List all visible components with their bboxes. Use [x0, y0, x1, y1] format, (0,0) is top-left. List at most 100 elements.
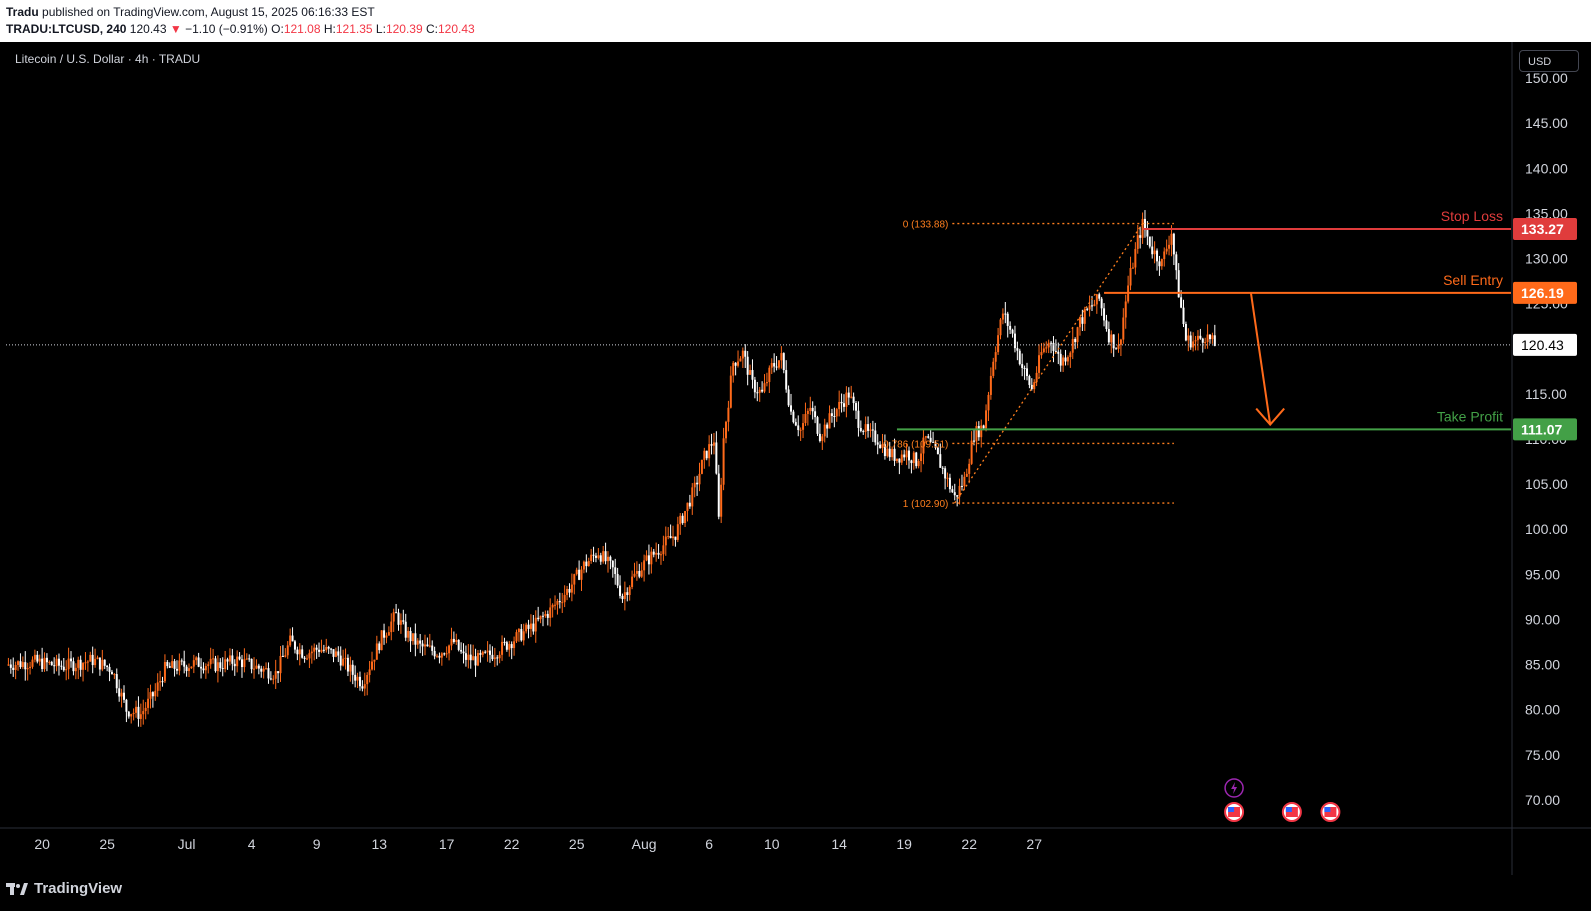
candle-body	[525, 624, 528, 632]
candle-body	[915, 452, 918, 467]
candle-body	[36, 654, 39, 662]
candle-body	[883, 444, 886, 457]
change-value: −1.10 (−0.91%)	[185, 22, 268, 36]
candle-body	[332, 649, 335, 657]
candle-body	[267, 668, 270, 679]
candle-body	[1042, 348, 1045, 353]
x-tick-label: 4	[248, 836, 256, 852]
candle-body	[77, 659, 80, 668]
candle-body	[951, 489, 954, 493]
candle-body	[785, 370, 788, 390]
publisher-name[interactable]: Tradu	[6, 5, 39, 19]
candle-body	[1088, 305, 1091, 310]
candle-body	[118, 688, 121, 697]
candle-body	[351, 664, 354, 675]
candle-body	[806, 410, 809, 414]
candle-body	[953, 492, 956, 496]
candle-body	[724, 421, 727, 439]
price-chart[interactable]: 70.00 75.00 80.00 85.00 90.00 95.00 100.00 105.…	[0, 42, 1591, 875]
candle-body	[395, 612, 398, 614]
candle-body	[62, 666, 65, 671]
close-value: 120.43	[437, 22, 475, 36]
candle-body	[1071, 338, 1074, 353]
candle-body	[802, 423, 805, 430]
candle-body	[520, 629, 523, 641]
candle-body	[1187, 335, 1190, 341]
candle-body	[862, 431, 865, 433]
candle-body	[1146, 230, 1149, 237]
candle-body	[539, 615, 542, 620]
candle-body	[24, 662, 27, 670]
candle-body	[1066, 357, 1069, 362]
candle-body	[1182, 307, 1185, 325]
candle-body	[905, 450, 908, 458]
candle-body	[992, 361, 995, 376]
candle-body	[361, 686, 364, 689]
candle-body	[371, 661, 374, 670]
candle-body	[980, 425, 983, 438]
candle-body	[973, 440, 976, 442]
candle-body	[337, 651, 340, 656]
candle-body	[460, 649, 463, 652]
candle-body	[315, 647, 318, 650]
candle-body	[139, 714, 142, 719]
candle-body	[469, 654, 472, 661]
candle-body	[599, 555, 602, 562]
level-price-label: 111.07	[1521, 421, 1562, 437]
tradingview-icon	[6, 882, 28, 895]
candle-body	[845, 392, 848, 407]
candle-body	[445, 653, 448, 655]
candle-body	[794, 422, 797, 426]
tradingview-logo[interactable]: TradingView	[6, 880, 122, 897]
candle-body	[756, 392, 759, 394]
candle-body	[932, 441, 935, 443]
low-value: 120.39	[385, 22, 423, 36]
candle-body	[373, 659, 376, 662]
candle-body	[963, 476, 966, 487]
candle-body	[84, 662, 87, 664]
candle-body	[291, 635, 294, 642]
candle-body	[1192, 341, 1195, 348]
candle-body	[330, 648, 333, 650]
candle-body	[924, 436, 927, 438]
flag-canton	[1324, 807, 1331, 812]
candle-body	[891, 448, 894, 458]
currency-button[interactable]: USD	[1519, 50, 1579, 72]
candle-body	[180, 660, 183, 662]
candle-body	[17, 661, 20, 665]
candle-body	[758, 389, 761, 393]
candle-body	[850, 396, 853, 398]
candle-body	[761, 389, 764, 392]
footer-bar: TradingView	[0, 875, 1591, 911]
candle-body	[823, 424, 826, 437]
y-tick-label: 100.00	[1525, 521, 1568, 537]
candle-body	[816, 417, 819, 434]
candle-body	[626, 592, 629, 595]
candle-body	[1119, 339, 1122, 345]
candle-body	[212, 658, 215, 660]
candle-body	[529, 623, 532, 629]
publish-info: published on TradingView.com, August 15,…	[42, 5, 375, 19]
candle-body	[279, 655, 282, 674]
candle-body	[604, 551, 607, 562]
candle-body	[1013, 333, 1016, 349]
candle-body	[188, 668, 191, 672]
candle-body	[922, 437, 925, 454]
candle-body	[647, 555, 650, 565]
candle-body	[674, 536, 677, 540]
projection-arrow-head-icon	[1255, 407, 1285, 427]
candle-body	[573, 574, 576, 585]
candle-body	[594, 555, 597, 558]
candle-body	[228, 655, 231, 662]
candle-body	[505, 642, 508, 650]
candle-body	[556, 601, 559, 605]
candle-body	[322, 649, 325, 651]
candle-body	[662, 545, 665, 555]
candle-body	[484, 651, 487, 653]
candle-body	[496, 657, 499, 659]
candle-body	[1074, 338, 1077, 343]
candle-body	[811, 407, 814, 412]
candle-body	[171, 661, 174, 668]
candle-body	[358, 676, 361, 687]
candle-body	[975, 426, 978, 442]
